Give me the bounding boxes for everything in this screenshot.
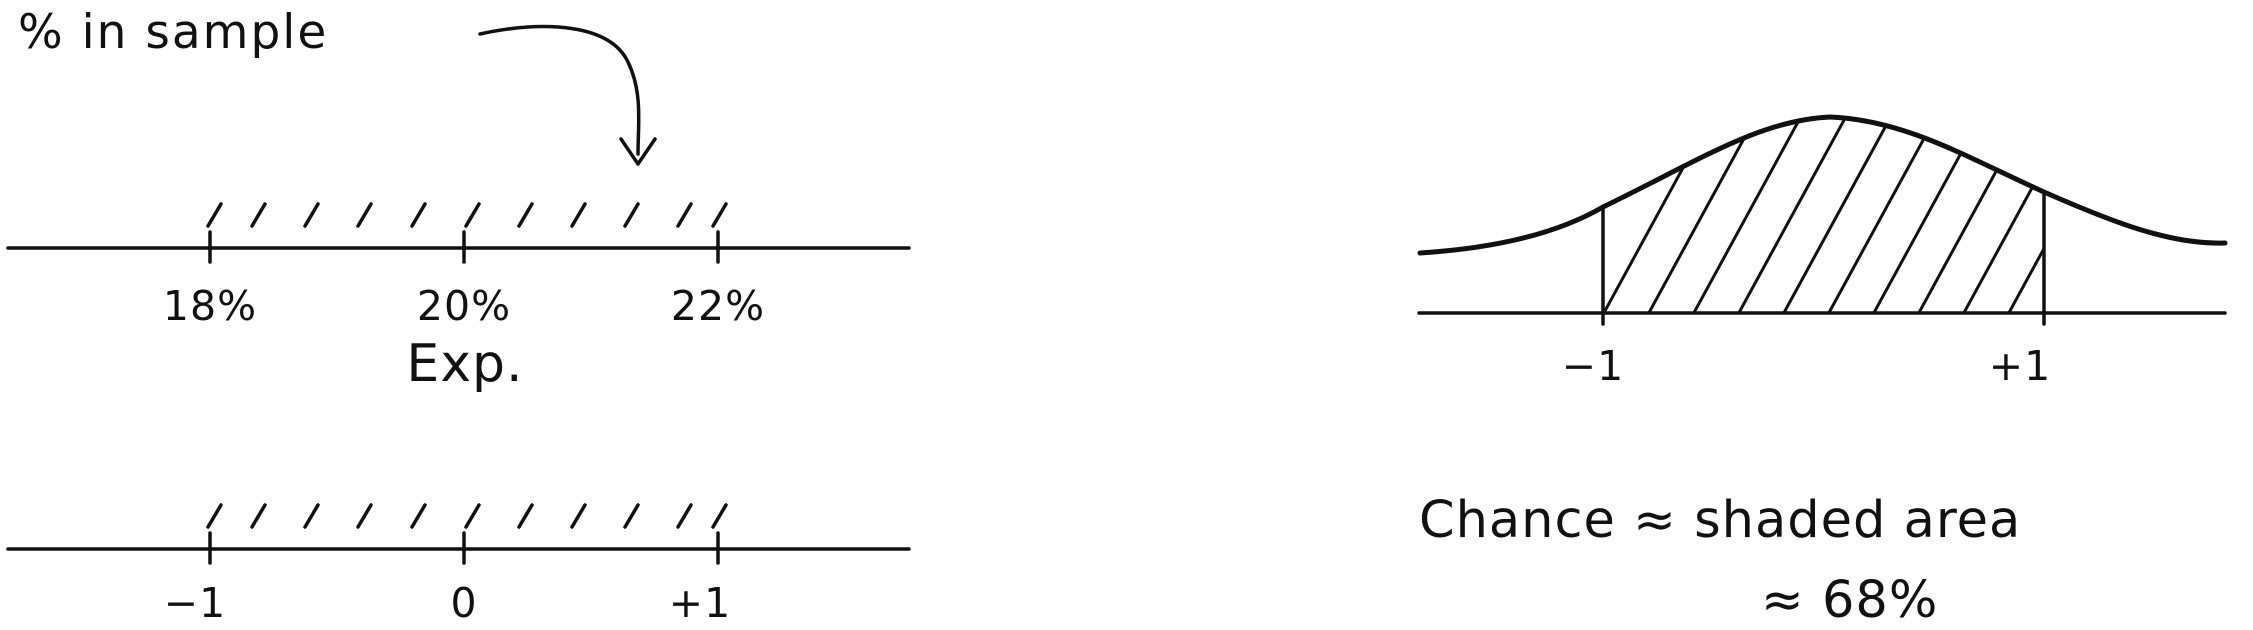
standard-unit-plus-one: +1 (669, 579, 731, 627)
standard-unit-minus-one: −1 (164, 579, 226, 627)
left-panel: % in sample 18% 20% 22% Exp. (6, 5, 911, 627)
chance-caption-line-1: Chance ≈ shaded area (1419, 491, 2021, 550)
bottom-hatched-interval (206, 503, 728, 529)
tick-label-18-percent: 18% (163, 282, 257, 330)
expected-value-label: Exp. (406, 334, 523, 394)
top-hatched-interval (206, 202, 728, 228)
curve-tick-plus-one: +1 (1989, 342, 2051, 390)
curved-arrow-icon (478, 24, 657, 166)
normal-curve (1417, 114, 2228, 256)
chance-caption-line-2: ≈ 68% (1761, 571, 1938, 630)
tick-label-22-percent: 22% (671, 282, 765, 330)
percent-in-sample-label: % in sample (18, 5, 328, 60)
standard-unit-zero: 0 (450, 579, 477, 627)
right-panel: −1 +1 Chance ≈ shaded area ≈ 68% (1417, 114, 2228, 630)
curve-tick-minus-one: −1 (1562, 342, 1624, 390)
tick-label-20-percent: 20% (417, 282, 511, 330)
